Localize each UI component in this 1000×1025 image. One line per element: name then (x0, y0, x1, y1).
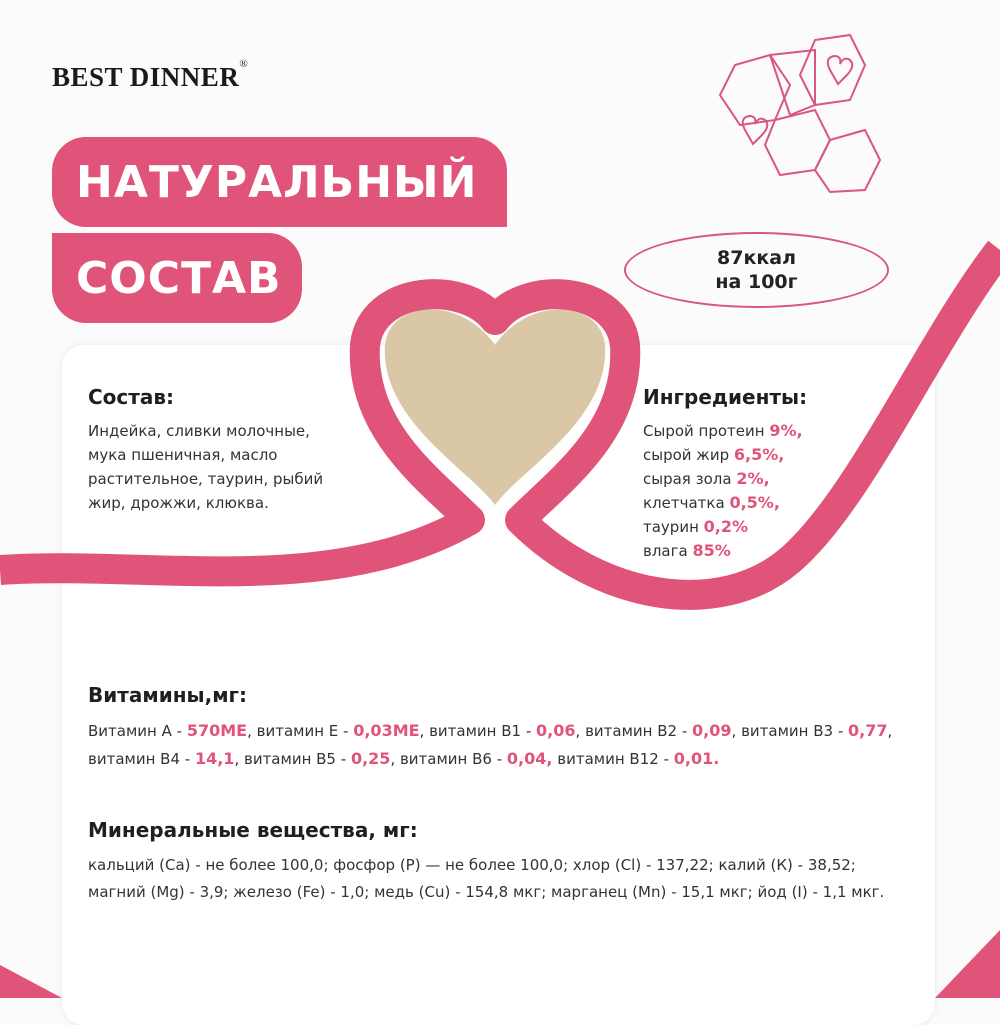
honeycomb-hearts-icon (718, 33, 882, 194)
vitamin-item: витамин В6 - 0,04, (399, 749, 553, 768)
ingredient-item: сырая зола 2%, (643, 469, 770, 488)
vitamin-item: витамин В3 - 0,77, (741, 721, 893, 740)
energy-badge: 87ккал на 100г (624, 232, 889, 308)
composition-line: жир, дрожжи, клюква. (88, 494, 269, 512)
brand-logo: BEST DINNER® (52, 58, 249, 92)
composition-line: Индейка, сливки молочные, (88, 422, 310, 440)
vitamin-item: витамин В2 - 0,09, (585, 721, 742, 740)
vitamin-item: витамин Е - 0,03МЕ, (256, 721, 430, 740)
title-line-1: НАТУРАЛЬНЫЙ (52, 137, 507, 227)
composition-line: растительное, таурин, рыбий (88, 470, 324, 488)
minerals-section: Минеральные вещества, мг: кальций (Са) -… (88, 818, 908, 906)
minerals-text: кальций (Са) - не более 100,0; фосфор (Р… (88, 856, 885, 901)
ingredients-heading: Ингредиенты: (643, 385, 808, 409)
ingredients-section: Ингредиенты: Сырой протеин 9%, сырой жир… (643, 385, 903, 563)
ingredient-item: влага 85% (643, 541, 731, 560)
composition-heading: Состав: (88, 385, 175, 409)
food-heart-image (384, 309, 606, 505)
vitamin-item: витамин В1 - 0,06, (429, 721, 586, 740)
vitamin-item: витамин В12 - 0,01. (557, 749, 720, 768)
vitamins-heading: Витамины,мг: (88, 683, 248, 707)
kcal-per: на 100г (715, 271, 798, 293)
heart-ribbon (0, 240, 1000, 998)
minerals-heading: Минеральные вещества, мг: (88, 818, 418, 842)
title-line-2: СОСТАВ (52, 233, 302, 323)
vitamin-item: витамин В5 - 0,25, (243, 749, 400, 768)
vitamin-item: Витамин A - 570МЕ, (88, 721, 257, 740)
vitamin-item: витамин В4 - 14,1, (88, 749, 244, 768)
composition-section: Состав: Индейка, сливки молочные, мука п… (88, 385, 388, 515)
ingredient-item: Сырой протеин 9%, (643, 421, 803, 440)
vitamins-text: Витамин A - 570МЕ, витамин Е - 0,03МЕ, в… (88, 717, 908, 773)
ingredient-item: клетчатка 0,5%, (643, 493, 780, 512)
kcal-value: 87ккал (717, 247, 796, 269)
vitamins-section: Витамины,мг: Витамин A - 570МЕ, витамин … (88, 683, 908, 773)
ingredient-item: таурин 0,2% (643, 517, 749, 536)
ingredient-item: сырой жир 6,5%, (643, 445, 785, 464)
composition-line: мука пшеничная, масло (88, 446, 278, 464)
